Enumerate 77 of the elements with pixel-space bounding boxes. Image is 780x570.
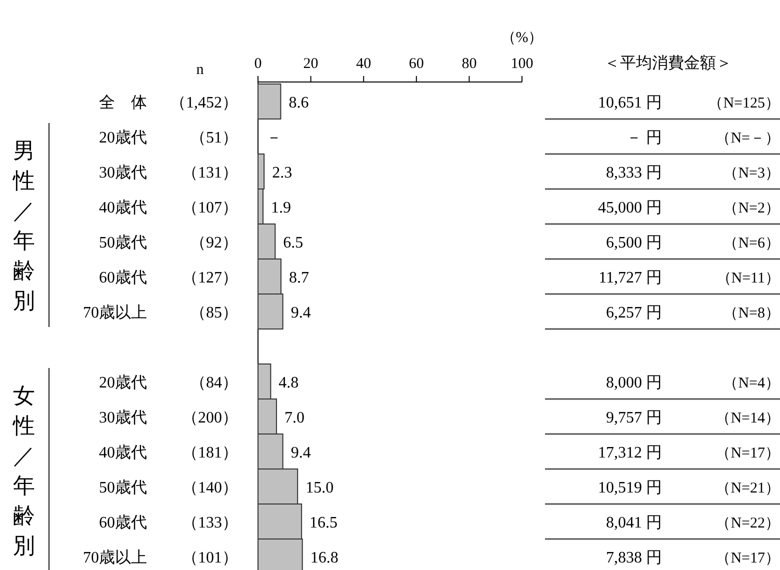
text: （85） (190, 304, 238, 322)
x2-axis-title: （%） (500, 30, 544, 46)
text: （131） (182, 164, 238, 182)
data-label: 8.7 (288, 270, 309, 286)
text: （181） (182, 444, 238, 462)
text: 11,727 円 (598, 270, 662, 286)
x2-tick-label: 40 (356, 56, 372, 72)
data-label: 9.4 (290, 304, 311, 322)
text: （84） (190, 374, 238, 392)
text: 7,838 円 (606, 550, 662, 566)
text: （N=17） (716, 446, 780, 462)
x2-tick-label: 20 (303, 56, 318, 72)
text: （N=17） (716, 550, 780, 566)
data-label: 6.5 (283, 234, 304, 252)
text: （N=2） (723, 200, 780, 216)
text: （N=4） (723, 376, 780, 392)
text: 17,312 円 (598, 444, 662, 462)
text: （N=21） (716, 480, 780, 496)
text: （N=8） (723, 306, 780, 322)
y-tick-label: 20歳代 (99, 374, 147, 392)
text: 6,257 円 (606, 304, 662, 322)
text: 9,757 円 (606, 410, 662, 426)
text: （N=22） (716, 516, 780, 532)
text: 45,000 円 (598, 200, 662, 216)
text: （51） (190, 130, 238, 146)
y-tick-label: 60歳代 (99, 268, 147, 286)
x2-tick-label: 80 (462, 56, 477, 72)
text: 8,041 円 (606, 514, 662, 532)
text: （N=3） (723, 166, 780, 182)
text: （107） (182, 200, 238, 216)
y-tick-label: 40歳代 (99, 444, 147, 462)
y-tick-label: 60歳代 (99, 514, 147, 532)
text: ＜平均消費金額＞ (604, 54, 732, 72)
text: （133） (182, 514, 238, 532)
text: （140） (182, 480, 238, 496)
text: （92） (190, 234, 238, 252)
text: 女性／年齢別 (12, 383, 35, 558)
text: （N=125） (708, 96, 780, 112)
y-tick-label: 全 体 (99, 94, 147, 112)
text: 男性／年齢別 (12, 138, 35, 313)
y-tick-label: 50歳代 (99, 234, 147, 252)
text: （N=14） (716, 410, 780, 426)
data-label: 9.4 (290, 444, 311, 462)
data-label: 8.6 (288, 94, 309, 112)
y-tick-label: 70歳以上 (83, 548, 147, 566)
y-tick-label: 50歳代 (99, 478, 147, 496)
text: n (196, 62, 204, 78)
text: 8,333 円 (606, 164, 662, 182)
data-label: 4.8 (278, 374, 299, 392)
text: 10,519 円 (598, 480, 662, 496)
text: 8,000 円 (606, 374, 662, 392)
data-label: 1.9 (271, 200, 292, 216)
y-tick-label: 30歳代 (99, 164, 147, 182)
text: （101） (182, 550, 238, 566)
text: （200） (182, 410, 238, 426)
bar (258, 84, 282, 120)
text: （N=－） (716, 130, 780, 146)
y-tick-label: 70歳以上 (83, 304, 147, 322)
text: － 円 (626, 130, 662, 146)
text: （N=11） (716, 270, 780, 286)
text: （1,452） (170, 94, 238, 112)
text: － (266, 130, 282, 146)
data-label: 16.5 (310, 514, 338, 532)
data-label: 16.8 (310, 550, 338, 566)
y-tick-label: 40歳代 (99, 198, 147, 216)
text: 10,651 円 (598, 94, 662, 112)
x2-tick-label: 0 (254, 56, 262, 72)
data-label: 7.0 (284, 410, 304, 426)
text: （127） (182, 270, 238, 286)
y-tick-label: 20歳代 (99, 128, 147, 146)
text: （N=6） (723, 236, 780, 252)
x2-tick-label: 60 (408, 56, 424, 72)
y-tick-label: 30歳代 (99, 408, 147, 426)
x2-tick-label: 100 (510, 56, 534, 72)
text: 6,500 円 (606, 234, 662, 252)
data-label: 2.3 (272, 164, 292, 182)
data-label: 15.0 (306, 480, 334, 496)
